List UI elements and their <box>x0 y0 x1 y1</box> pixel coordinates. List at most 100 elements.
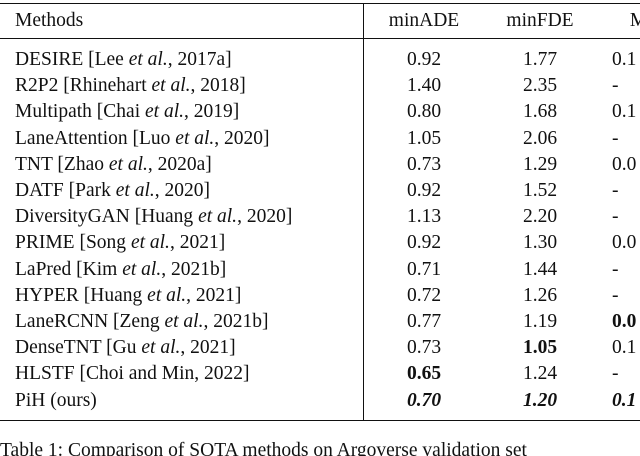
value-cell: 0.92 <box>406 180 442 201</box>
method-text: , 2019] <box>184 101 240 123</box>
method-text: , 2020] <box>237 206 293 228</box>
value-cell: - <box>612 206 619 228</box>
method-cell: DiversityGAN [Huang et al., 2020] <box>15 205 292 229</box>
value-cell: 1.77 <box>522 49 558 70</box>
column-rule <box>363 4 364 421</box>
value-cell: - <box>612 284 619 306</box>
method-cell: LaneAttention [Luo et al., 2020] <box>15 127 270 151</box>
header-cell: minADE <box>388 10 460 31</box>
method-cell: HLSTF [Choi and Min, 2022] <box>15 362 250 386</box>
value-cell: 1.52 <box>522 180 558 201</box>
value-cell: 1.05 <box>522 337 558 359</box>
value-cell: 0.0 <box>612 311 637 332</box>
method-text: Multipath [Chai <box>15 101 145 123</box>
method-text: , 2021b] <box>203 311 269 332</box>
top-rule <box>0 3 640 4</box>
value-cell: 0.92 <box>406 49 442 70</box>
citation-etal: et al. <box>147 284 187 306</box>
value-cell: 2.20 <box>522 206 558 228</box>
citation-etal: et al. <box>145 101 184 123</box>
method-text: DATF [Park <box>15 180 116 201</box>
method-text: HLSTF [Choi and Min, 2022] <box>15 363 250 385</box>
value-cell: 1.29 <box>522 153 558 175</box>
header-cell: MR <box>629 10 640 31</box>
value-cell: 0.73 <box>406 153 442 175</box>
method-text: R2P2 [Rhinehart <box>15 75 152 97</box>
method-text: TNT [Zhao <box>15 153 109 175</box>
value-cell: 0.1 <box>612 389 637 411</box>
citation-etal: et al. <box>198 206 238 228</box>
value-cell: 0.1 <box>612 101 637 123</box>
value-cell: 1.40 <box>406 75 442 97</box>
value-cell: 2.35 <box>522 75 558 97</box>
value-cell: 1.20 <box>522 389 558 411</box>
method-text: DiversityGAN [Huang <box>15 206 199 228</box>
value-cell: 0.0 <box>612 232 637 254</box>
value-cell: 1.30 <box>522 232 558 254</box>
value-cell: 0.80 <box>406 101 442 123</box>
method-cell: PRIME [Song et al., 2021] <box>15 231 225 255</box>
method-text: , 2018] <box>190 75 246 97</box>
value-cell: 1.26 <box>522 284 558 306</box>
method-text: , 2020] <box>154 180 210 201</box>
method-cell: DESIRE [Lee et al., 2017a] <box>15 48 232 72</box>
citation-etal: et al. <box>164 311 204 332</box>
method-text: , 2021] <box>169 232 226 254</box>
value-cell: 0.1 <box>612 49 637 70</box>
value-cell: - <box>612 363 619 385</box>
method-text: LaPred [Kim <box>15 258 123 280</box>
header-cell: minFDE <box>506 10 574 31</box>
method-cell: HYPER [Huang et al., 2021] <box>15 284 241 308</box>
citation-etal: et al. <box>122 258 162 280</box>
value-cell: 0.65 <box>406 363 442 385</box>
value-cell: 2.06 <box>522 127 558 149</box>
bottom-rule <box>0 420 640 421</box>
method-text: , 2021] <box>180 337 236 359</box>
value-cell: 1.19 <box>522 311 558 332</box>
value-cell: 0.0 <box>612 153 637 175</box>
method-text: , 2021b] <box>161 258 227 280</box>
value-cell: 1.68 <box>522 101 558 123</box>
method-cell: PiH (ours) <box>15 389 97 413</box>
value-cell: 1.44 <box>522 258 558 280</box>
method-text: HYPER [Huang <box>15 284 148 306</box>
method-cell: DATF [Park et al., 2020] <box>15 179 210 203</box>
value-cell: - <box>612 180 619 201</box>
citation-etal: et al. <box>175 127 215 149</box>
method-text: LaneRCNN [Zeng <box>15 311 165 332</box>
value-cell: 1.13 <box>406 206 442 228</box>
value-cell: 0.71 <box>406 258 442 280</box>
value-cell: 0.70 <box>406 389 442 411</box>
caption: Table 1: Comparison of SOTA methods on A… <box>0 440 527 456</box>
method-cell: LaPred [Kim et al., 2021b] <box>15 258 226 282</box>
method-text: , 2020] <box>214 127 270 149</box>
value-cell: 0.73 <box>406 337 442 359</box>
citation-etal: et al. <box>141 337 181 359</box>
value-cell: 0.1 <box>612 337 637 359</box>
method-cell: DenseTNT [Gu et al., 2021] <box>15 336 236 360</box>
value-cell: 0.72 <box>406 284 442 306</box>
value-cell: 1.24 <box>522 363 558 385</box>
method-cell: LaneRCNN [Zeng et al., 2021b] <box>15 310 268 334</box>
citation-etal: et al. <box>151 75 191 97</box>
value-cell: - <box>612 258 619 280</box>
value-cell: 0.77 <box>406 311 442 332</box>
method-text: DESIRE [Lee <box>15 49 129 70</box>
method-text: PiH (ours) <box>15 389 97 411</box>
header-cell: Methods <box>15 10 84 31</box>
method-text: , 2021] <box>186 284 242 306</box>
method-text: LaneAttention [Luo <box>15 127 176 149</box>
method-text: , 2017a] <box>167 49 232 70</box>
method-text: PRIME [Song <box>15 232 131 254</box>
method-cell: R2P2 [Rhinehart et al., 2018] <box>15 74 246 98</box>
value-cell: - <box>612 75 619 97</box>
value-cell: 1.05 <box>406 127 442 149</box>
value-cell: 0.92 <box>406 232 442 254</box>
value-cell: - <box>612 127 619 149</box>
method-cell: TNT [Zhao et al., 2020a] <box>15 153 212 177</box>
citation-etal: et al. <box>115 180 155 201</box>
method-text: DenseTNT [Gu <box>15 337 142 359</box>
citation-etal: et al. <box>128 49 168 70</box>
citation-etal: et al. <box>130 232 170 254</box>
